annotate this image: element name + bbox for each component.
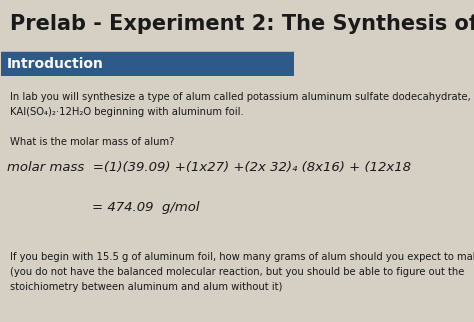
Text: In lab you will synthesize a type of alum called potassium aluminum sulfate dode: In lab you will synthesize a type of alu… — [10, 92, 471, 117]
Text: molar mass  =(1)(39.09) +(1x27) +(2x 32)₄ (8x16) + (12x18: molar mass =(1)(39.09) +(1x27) +(2x 32)₄… — [7, 161, 411, 174]
Text: Prelab - Experiment 2: The Synthesis of Alum: Prelab - Experiment 2: The Synthesis of … — [10, 14, 474, 34]
Text: If you begin with 15.5 g of aluminum foil, how many grams of alum should you exp: If you begin with 15.5 g of aluminum foi… — [10, 252, 474, 292]
Text: = 474.09  g/mol: = 474.09 g/mol — [7, 201, 200, 214]
Text: What is the molar mass of alum?: What is the molar mass of alum? — [10, 137, 174, 147]
FancyBboxPatch shape — [1, 52, 294, 76]
Text: Introduction: Introduction — [7, 57, 104, 71]
